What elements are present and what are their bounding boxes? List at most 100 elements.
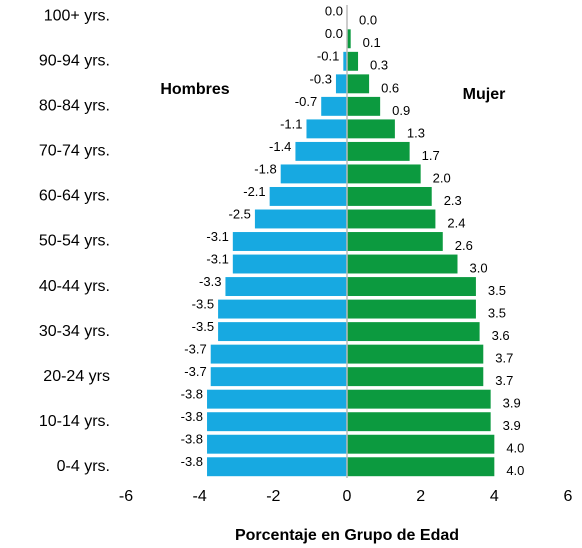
data-label: 3.0 — [470, 260, 488, 275]
data-label: 2.3 — [444, 193, 462, 208]
data-label: 1.7 — [422, 148, 440, 163]
x-tick-label: 0 — [343, 488, 352, 505]
bar — [210, 367, 347, 387]
y-tick-label: 40-44 yrs. — [39, 278, 110, 295]
data-label: 3.9 — [503, 418, 521, 433]
data-label: 4.0 — [506, 441, 524, 456]
data-label: -1.8 — [254, 161, 276, 176]
data-label: -3.5 — [192, 319, 214, 334]
data-label: -2.1 — [243, 184, 265, 199]
data-label: 3.7 — [495, 373, 513, 388]
y-tick-label: 90-94 yrs. — [39, 53, 110, 70]
data-label: 1.3 — [407, 125, 425, 140]
bar — [232, 232, 347, 251]
data-label: -3.1 — [206, 229, 228, 244]
bar — [347, 254, 458, 274]
y-tick-label: 70-74 yrs. — [39, 143, 110, 160]
bar — [347, 434, 495, 454]
data-label: 3.5 — [488, 306, 506, 321]
data-label: 0.0 — [359, 13, 377, 28]
bar — [347, 344, 484, 364]
data-label: 2.6 — [455, 238, 473, 253]
bar — [207, 412, 347, 432]
data-label: -2.5 — [229, 206, 251, 221]
bar — [225, 277, 347, 297]
bar — [343, 51, 347, 71]
bar — [347, 141, 410, 161]
legend-mujer: Mujer — [463, 86, 506, 103]
y-tick-label: 80-84 yrs. — [39, 98, 110, 115]
data-label: 0.6 — [381, 80, 399, 95]
x-tick-label: 6 — [564, 488, 573, 505]
bar — [347, 74, 370, 94]
data-label: -1.1 — [280, 116, 302, 131]
data-label: -3.8 — [181, 454, 203, 469]
x-tick-label: 4 — [490, 488, 499, 505]
data-label: 0.9 — [392, 103, 410, 118]
bar — [347, 51, 359, 71]
data-label: 3.5 — [488, 283, 506, 298]
bar — [254, 209, 347, 229]
y-tick-label: 20-24 yrs — [43, 368, 110, 385]
y-tick-label: 0-4 yrs. — [57, 458, 110, 475]
data-label: -3.8 — [181, 432, 203, 447]
data-label: -3.5 — [192, 297, 214, 312]
data-label: 0.0 — [325, 4, 343, 19]
y-tick-label: 10-14 yrs. — [39, 413, 110, 430]
legend-hombres: Hombres — [160, 81, 229, 98]
bar — [347, 299, 476, 319]
x-tick-label: 2 — [416, 488, 425, 505]
bar — [232, 254, 347, 274]
y-tick-label: 50-54 yrs. — [39, 233, 110, 250]
data-label: -3.8 — [181, 409, 203, 424]
bar — [347, 322, 480, 342]
data-label: -3.8 — [181, 387, 203, 402]
data-label: -3.3 — [199, 274, 221, 289]
y-tick-label: 60-64 yrs. — [39, 188, 110, 205]
bar — [210, 344, 347, 364]
bar — [347, 412, 491, 432]
data-label: 2.0 — [433, 170, 451, 185]
bar — [347, 367, 484, 387]
data-label: -3.1 — [206, 251, 228, 266]
bar — [347, 209, 436, 229]
x-tick-label: -4 — [193, 488, 207, 505]
data-label: 3.6 — [492, 328, 510, 343]
y-tick-label: 100+ yrs. — [44, 7, 110, 24]
x-axis-label: Porcentaje en Grupo de Edad — [235, 527, 459, 544]
x-tick-label: -2 — [266, 488, 280, 505]
bar — [295, 141, 347, 161]
data-label: 0.0 — [325, 26, 343, 41]
y-tick-label: 30-34 yrs. — [39, 323, 110, 340]
data-label: -0.3 — [310, 71, 332, 86]
bar — [207, 457, 347, 477]
bar — [269, 186, 347, 206]
bar — [207, 389, 347, 409]
data-label: -0.1 — [317, 49, 339, 64]
bar — [347, 232, 443, 251]
bar — [347, 186, 432, 206]
bar — [347, 389, 491, 409]
bar — [347, 164, 421, 184]
bar — [347, 29, 351, 49]
bar — [347, 119, 395, 139]
bar — [207, 434, 347, 454]
x-tick-label: -6 — [119, 488, 133, 505]
data-label: 0.1 — [363, 35, 381, 50]
data-label: 2.4 — [447, 215, 465, 230]
data-label: 3.9 — [503, 396, 521, 411]
bar — [347, 96, 381, 116]
bar — [321, 96, 347, 116]
bar — [306, 119, 347, 139]
data-label: -1.4 — [269, 139, 291, 154]
bar — [218, 299, 347, 319]
bar — [218, 322, 347, 342]
data-label: -3.7 — [184, 364, 206, 379]
data-label: -3.7 — [184, 342, 206, 357]
bar — [347, 277, 476, 297]
data-label: 3.7 — [495, 351, 513, 366]
data-label: -0.7 — [295, 94, 317, 109]
bar — [280, 164, 347, 184]
data-label: 4.0 — [506, 463, 524, 478]
